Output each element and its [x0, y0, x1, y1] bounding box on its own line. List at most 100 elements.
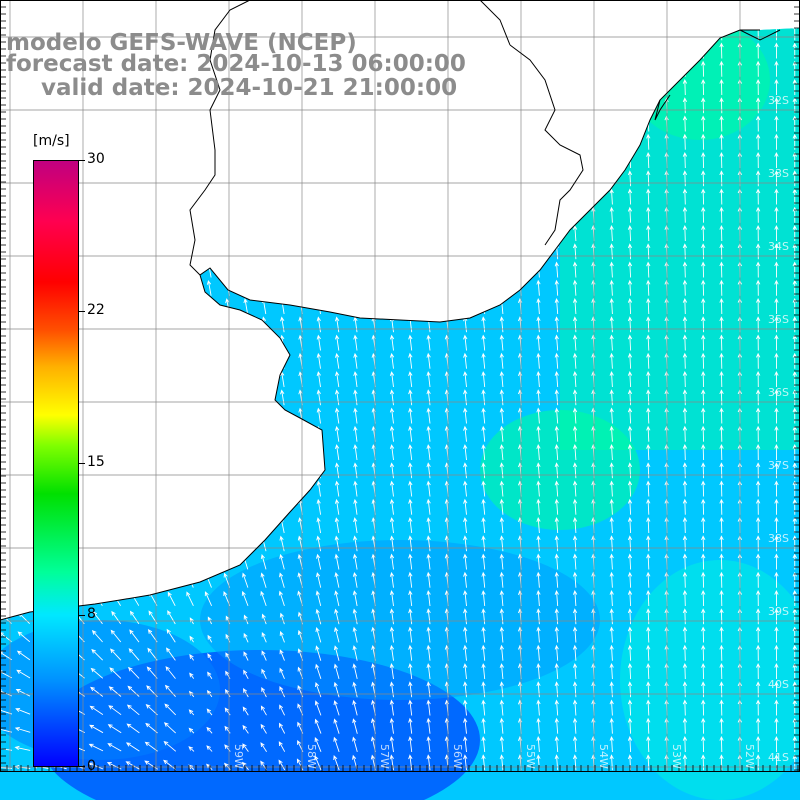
wind-arrow	[646, 608, 651, 625]
wind-arrow	[224, 725, 231, 734]
wind-arrow	[554, 60, 559, 77]
wind-arrow	[701, 133, 706, 150]
moderate-wind-zone-east	[620, 560, 800, 800]
wind-arrow	[536, 78, 541, 96]
wind-arrow	[591, 151, 596, 169]
wind-arrow	[702, 7, 706, 22]
wind-arrow	[536, 681, 541, 698]
wind-arrow	[389, 371, 395, 388]
wind-arrow	[481, 170, 486, 187]
wind-arrow	[133, 243, 139, 260]
wind-arrow	[755, 553, 761, 570]
wind-arrow	[646, 316, 651, 333]
wind-arrow	[206, 498, 212, 515]
wind-arrow	[701, 589, 706, 607]
wind-arrow	[554, 516, 559, 534]
wind-arrow	[774, 316, 779, 333]
wind-arrow	[682, 261, 688, 278]
wind-arrow	[517, 261, 523, 278]
wind-arrow	[206, 115, 212, 132]
wind-arrow	[609, 261, 614, 278]
wind-arrow	[609, 115, 614, 132]
wind-arrow	[572, 243, 578, 260]
lat-label: 38S	[768, 532, 789, 545]
wind-arrow	[481, 389, 486, 406]
wind-arrow	[408, 298, 413, 315]
wind-arrow	[499, 115, 504, 132]
wind-arrow	[499, 444, 504, 461]
wind-arrow	[115, 225, 121, 242]
wind-arrow	[132, 536, 139, 552]
wind-arrow	[335, 7, 339, 22]
wind-arrow	[261, 517, 267, 534]
wind-arrow	[536, 407, 541, 424]
wind-arrow	[481, 754, 486, 771]
wind-arrow	[334, 608, 340, 625]
wind-arrow	[164, 703, 177, 716]
wind-arrow	[537, 7, 540, 22]
wind-arrow	[609, 370, 614, 388]
wind-arrow	[334, 425, 340, 442]
wind-arrow	[278, 590, 285, 607]
wind-arrow	[682, 297, 688, 315]
wind-arrow	[627, 352, 633, 369]
colorbar-tick	[79, 766, 85, 767]
wind-arrow	[260, 553, 267, 570]
wind-arrow	[389, 717, 394, 734]
wind-arrow	[572, 115, 578, 132]
wind-arrow	[774, 662, 779, 680]
wind-arrow	[572, 553, 578, 570]
wind-arrow	[206, 225, 212, 242]
wind-arrow	[792, 316, 797, 333]
wind-arrow	[682, 115, 688, 132]
wind-arrow	[774, 188, 779, 205]
wind-arrow	[756, 7, 760, 22]
wind-arrow	[554, 608, 559, 625]
wind-arrow	[609, 480, 614, 497]
wind-arrow	[315, 682, 322, 698]
wind-arrow	[408, 206, 413, 223]
wind-arrow	[353, 517, 358, 534]
wind-arrow	[774, 60, 779, 77]
wind-arrow	[170, 444, 176, 461]
wind-arrow	[536, 662, 541, 680]
wind-arrow	[187, 535, 194, 552]
wind-arrow	[518, 7, 522, 22]
wind-arrow	[206, 407, 212, 424]
wind-arrow	[15, 707, 31, 715]
wind-arrow	[23, 115, 30, 132]
wind-arrow	[554, 480, 559, 497]
wind-arrow	[88, 743, 104, 752]
wind-arrow	[536, 316, 541, 333]
wind-arrow	[243, 261, 249, 278]
wind-arrow	[408, 243, 413, 260]
wind-arrow	[609, 243, 614, 260]
wind-arrow	[224, 762, 231, 770]
wind-arrow	[463, 115, 468, 132]
wind-arrow	[646, 389, 651, 406]
wind-arrow	[133, 225, 139, 242]
wind-arrow	[517, 133, 523, 150]
wind-arrow	[90, 667, 104, 679]
wind-arrow	[128, 648, 140, 661]
wind-arrow	[463, 681, 468, 698]
wind-arrow	[609, 352, 614, 369]
wind-arrow	[755, 662, 761, 680]
wind-arrow	[243, 480, 249, 497]
wind-arrow	[133, 425, 139, 442]
wind-arrow	[719, 754, 724, 771]
wind-arrow	[463, 699, 468, 716]
wind-arrow	[89, 705, 104, 715]
wind-arrow	[719, 480, 724, 497]
wind-arrow	[463, 608, 468, 625]
wind-arrow	[95, 554, 103, 570]
wind-arrow	[701, 389, 706, 406]
wind-arrow	[206, 425, 212, 442]
wind-arrow	[243, 279, 249, 296]
wind-arrow	[353, 389, 358, 406]
wind-arrow	[481, 681, 486, 698]
wind-arrow	[499, 462, 504, 479]
wind-arrow	[389, 626, 395, 643]
wind-arrow	[719, 425, 724, 442]
wind-arrow	[408, 462, 413, 479]
